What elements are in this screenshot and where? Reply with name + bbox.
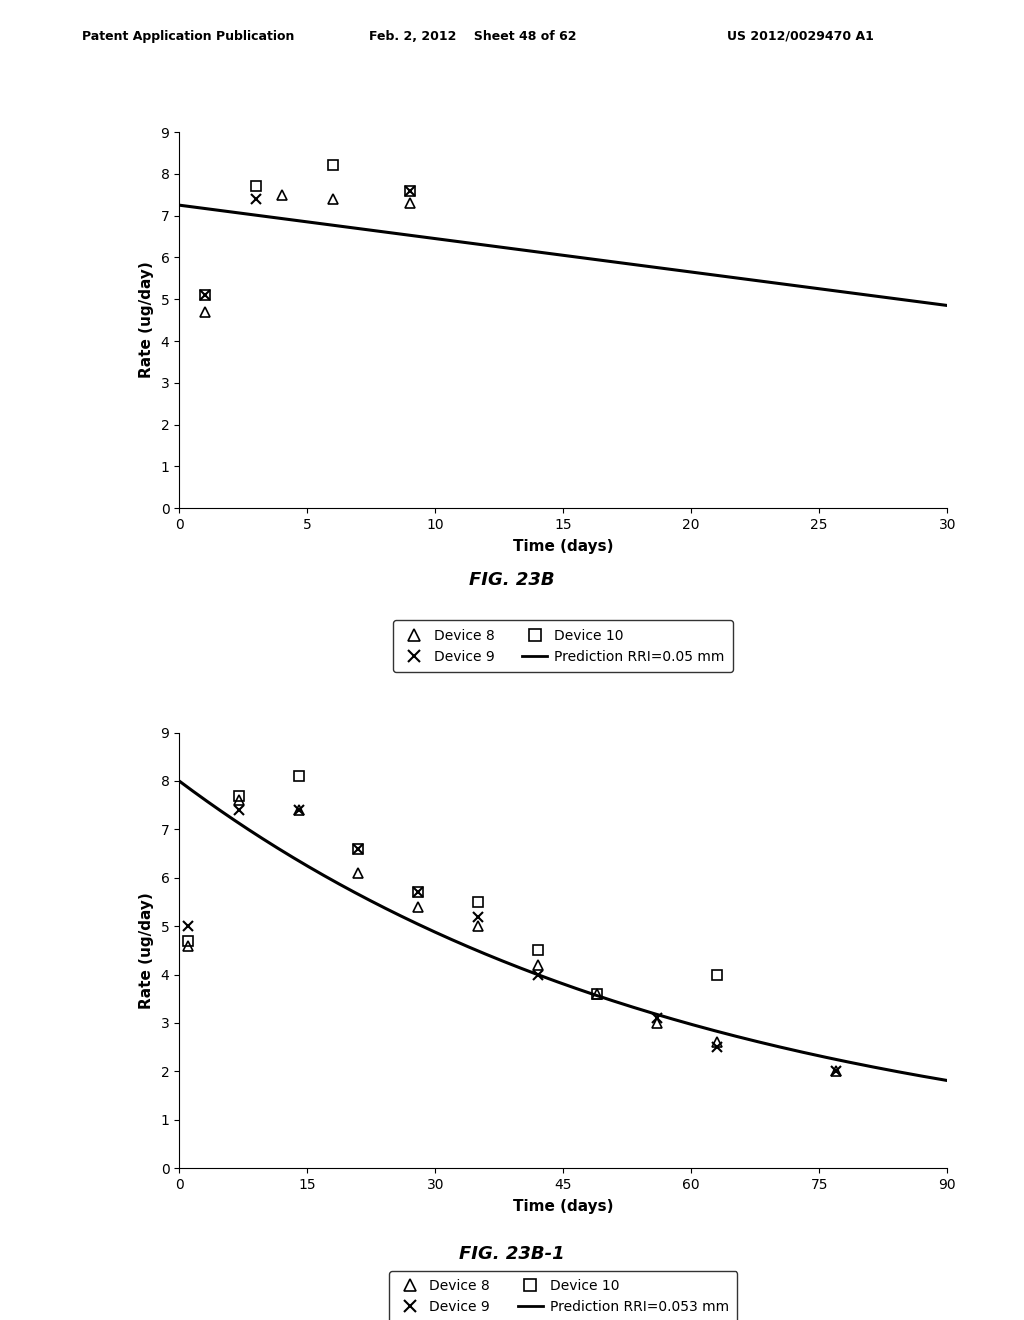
- Text: FIG. 23B-1: FIG. 23B-1: [459, 1245, 565, 1263]
- Text: Patent Application Publication: Patent Application Publication: [82, 29, 294, 42]
- Legend: Device 8, Device 9, Device 10, Prediction RRI=0.05 mm: Device 8, Device 9, Device 10, Predictio…: [393, 620, 733, 672]
- Text: FIG. 23B: FIG. 23B: [469, 570, 555, 589]
- Y-axis label: Rate (ug/day): Rate (ug/day): [138, 892, 154, 1008]
- Legend: Device 8, Device 9, Device 10, Prediction RRI=0.053 mm: Device 8, Device 9, Device 10, Predictio…: [389, 1271, 737, 1320]
- Text: Feb. 2, 2012    Sheet 48 of 62: Feb. 2, 2012 Sheet 48 of 62: [369, 29, 577, 42]
- X-axis label: Time (days): Time (days): [513, 1199, 613, 1214]
- Text: US 2012/0029470 A1: US 2012/0029470 A1: [727, 29, 873, 42]
- Y-axis label: Rate (ug/day): Rate (ug/day): [138, 261, 154, 379]
- X-axis label: Time (days): Time (days): [513, 539, 613, 554]
